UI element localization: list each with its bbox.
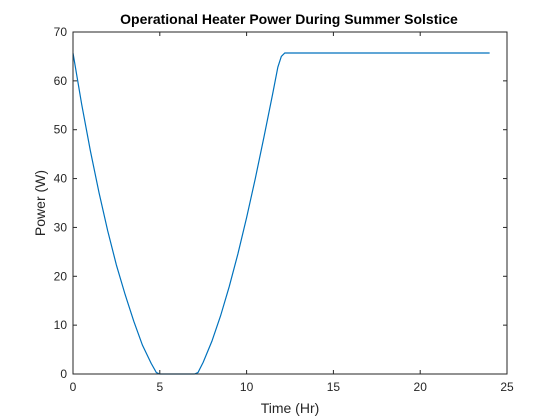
plot-area-box <box>72 31 508 375</box>
series-line <box>72 52 490 375</box>
x-tick-label: 15 <box>327 380 341 394</box>
y-tick-label: 20 <box>54 269 68 283</box>
x-tick-label: 0 <box>70 380 77 394</box>
x-tick-label: 5 <box>156 380 163 394</box>
x-tick-label: 10 <box>240 380 254 394</box>
y-tick-label: 0 <box>60 367 67 381</box>
y-tick-label: 40 <box>54 172 68 186</box>
y-axis-label: Power (W) <box>32 170 48 236</box>
y-tick-label: 70 <box>54 25 68 39</box>
y-tick-label: 10 <box>54 318 68 332</box>
x-tick-label: 25 <box>500 380 514 394</box>
y-tick-label: 50 <box>54 123 68 137</box>
x-axis: 0 5 10 15 20 25 <box>70 32 514 394</box>
x-axis-label: Time (Hr) <box>261 400 320 416</box>
y-tick-label: 30 <box>54 220 68 234</box>
y-axis: 0 10 20 30 40 50 60 70 <box>54 25 507 381</box>
chart-title: Operational Heater Power During Summer S… <box>120 11 458 27</box>
y-tick-label: 60 <box>54 74 68 88</box>
x-tick-label: 20 <box>414 380 428 394</box>
